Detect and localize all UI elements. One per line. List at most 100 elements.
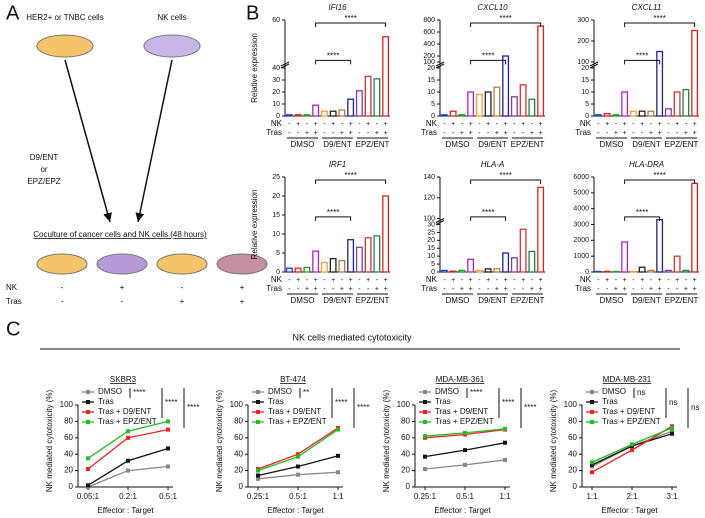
diagram: HER2+ or TNBC cells NK cells D9/ENT or E… — [6, 13, 268, 306]
y-tick-label: 100 — [423, 59, 435, 66]
marker — [126, 429, 130, 434]
bar — [467, 258, 475, 273]
sign: + — [469, 286, 473, 293]
legend-marker — [86, 410, 90, 414]
dish — [96, 253, 148, 275]
sign: - — [615, 121, 618, 128]
sign: + — [539, 286, 543, 293]
bar — [664, 108, 672, 117]
x-tick-label: 1:1 — [332, 492, 344, 501]
sign: - — [597, 286, 600, 293]
legend-label: Tras — [98, 397, 114, 406]
group-label: D9/ENT — [323, 140, 352, 149]
bar — [537, 186, 545, 273]
row-label: Tras — [421, 128, 437, 137]
y-axis-label: NK mediated cytotoxicity (%) — [382, 390, 391, 493]
y-tick-label: 300 — [577, 17, 589, 24]
sign: + — [375, 130, 379, 137]
marker — [503, 440, 507, 445]
legend-marker — [86, 390, 90, 394]
bracket — [315, 59, 352, 65]
x-tick-label: 0.25:1 — [414, 492, 437, 501]
bar — [621, 91, 629, 117]
sign: + — [305, 286, 309, 293]
bar — [467, 91, 475, 117]
sign: + — [451, 121, 455, 128]
sign: + — [305, 130, 309, 137]
y-tick-label: 0 — [431, 269, 435, 276]
sign: - — [641, 130, 644, 137]
x-tick-label: 1:1 — [586, 492, 598, 501]
sign: - — [367, 130, 370, 137]
significance: **** — [524, 403, 536, 412]
chart-title: SKBR3 — [110, 375, 137, 384]
sign: + — [349, 286, 353, 293]
sign: - — [478, 130, 481, 137]
bar — [502, 252, 510, 273]
marker — [423, 466, 427, 471]
bar — [373, 78, 381, 117]
group-label: DMSO — [600, 140, 624, 149]
y-tick-label: 20 — [272, 193, 280, 200]
legend-marker — [423, 420, 427, 424]
bar — [603, 112, 611, 117]
sign: - — [667, 286, 670, 293]
treatment: EPZ/EPZ — [27, 177, 60, 186]
sign: - — [461, 121, 464, 128]
sign: - — [667, 121, 670, 128]
arrow — [64, 59, 112, 223]
sign: - — [443, 277, 446, 284]
group-label: DMSO — [291, 140, 315, 149]
bracket — [315, 216, 352, 221]
sign: - — [306, 121, 309, 128]
bar — [682, 88, 690, 117]
sign: + — [605, 277, 609, 284]
x-tick-label: 0.5:1 — [289, 492, 307, 501]
y-axis-label: NK mediated cytotoxicity (%) — [215, 390, 224, 493]
sign: + — [349, 130, 353, 137]
bar — [673, 255, 681, 273]
sign: + — [640, 121, 644, 128]
y-tick-label: 40 — [401, 449, 410, 458]
marker — [296, 472, 300, 477]
bar — [612, 114, 620, 117]
sign: - — [513, 130, 516, 137]
sign: + — [375, 286, 379, 293]
marker — [503, 426, 507, 431]
marker — [336, 470, 340, 475]
section-title: NK cells mediated cytotoxicity — [292, 332, 412, 342]
sign: - — [288, 277, 291, 284]
marker — [86, 456, 90, 461]
bracket — [470, 59, 507, 65]
sign: + — [469, 277, 473, 284]
y-tick-label: 6000 — [573, 174, 589, 181]
sign: + — [314, 277, 318, 284]
sign: + — [366, 277, 370, 284]
group-label: EPZ/ENT — [511, 296, 545, 305]
sign: - — [443, 286, 446, 293]
bracket — [624, 59, 661, 65]
diagram-label: NK cells — [157, 13, 186, 22]
y-axis-label: Relative expression — [250, 33, 259, 103]
significance: **** — [187, 403, 199, 412]
significance: **** — [636, 51, 648, 60]
sign: + — [331, 277, 335, 284]
sign: + — [539, 277, 543, 284]
marker — [336, 427, 340, 432]
bar — [294, 267, 302, 273]
sign: + — [675, 277, 679, 284]
sign: - — [341, 121, 344, 128]
sign: + — [539, 130, 543, 137]
y-tick-label: 100 — [230, 400, 244, 409]
legend-marker — [590, 400, 594, 404]
row-label: Tras — [6, 297, 22, 306]
sign: + — [614, 286, 618, 293]
bracket — [624, 216, 661, 221]
marker — [166, 446, 170, 451]
bar — [373, 235, 381, 273]
bar — [458, 114, 466, 117]
y-tick-label: 0 — [573, 482, 578, 491]
sign: + — [693, 130, 697, 137]
y-tick-label: 5 — [431, 101, 435, 108]
